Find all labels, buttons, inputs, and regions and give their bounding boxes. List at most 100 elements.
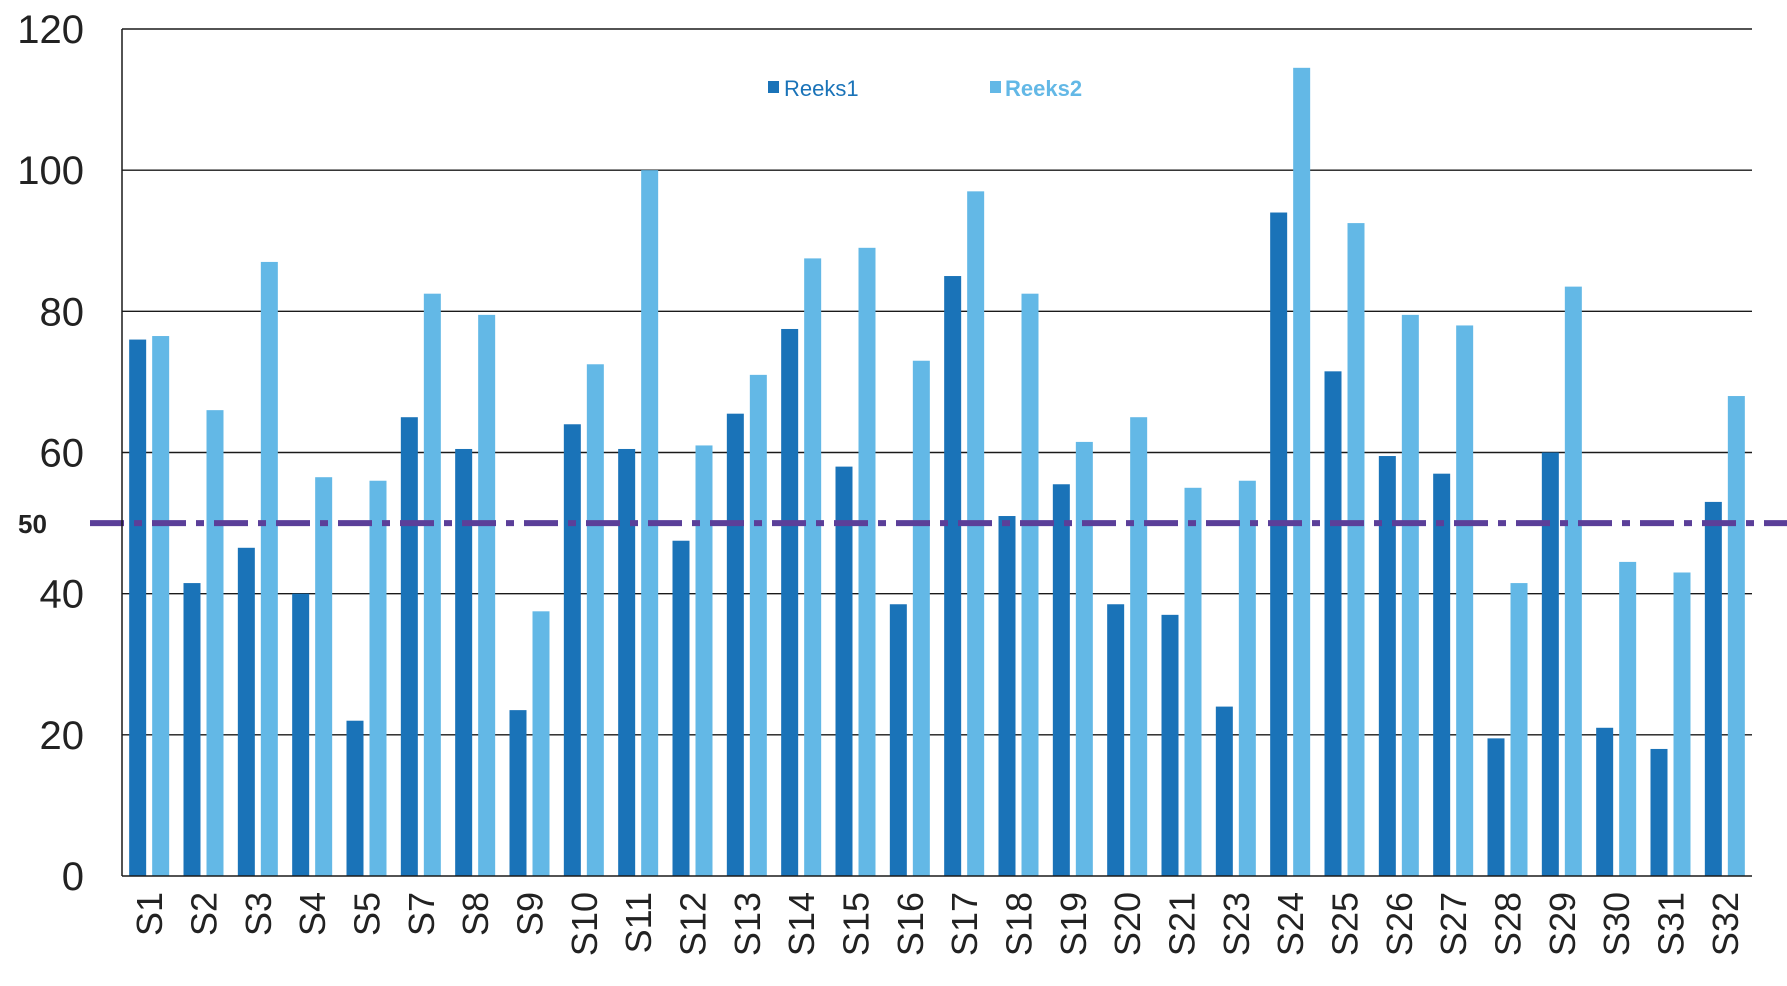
x-tick-label-s27: S27	[1433, 892, 1474, 956]
x-tick-label-s24: S24	[1270, 892, 1311, 956]
legend-label-reeks1: Reeks1	[784, 76, 859, 101]
y-tick-label-40: 40	[40, 573, 85, 617]
bar-reeks1-s17	[944, 276, 962, 877]
bar-reeks1-s12	[672, 540, 690, 876]
y-tick-label-60: 60	[40, 432, 85, 476]
x-tick-label-s30: S30	[1596, 892, 1637, 956]
y-tick-label-80: 80	[40, 290, 85, 334]
y-tick-label-100: 100	[17, 149, 84, 193]
bar-reeks2-s10	[586, 364, 604, 876]
x-tick-label-s26: S26	[1379, 892, 1420, 956]
bar-reeks2-s8	[478, 314, 496, 876]
bar-reeks1-s7	[400, 417, 418, 876]
x-tick-label-s31: S31	[1651, 892, 1692, 956]
bar-reeks1-s21	[1161, 614, 1179, 876]
bar-reeks1-s29	[1541, 452, 1559, 876]
x-tick-label-s28: S28	[1488, 892, 1529, 956]
bar-reeks1-s3	[237, 547, 255, 876]
gridlines	[122, 28, 1752, 736]
bar-reeks2-s26	[1401, 314, 1419, 876]
bar-reeks2-s30	[1619, 561, 1637, 876]
legend-swatch-reeks2	[990, 81, 1001, 93]
y-tick-label-20: 20	[40, 714, 85, 758]
bar-reeks1-s11	[618, 448, 636, 876]
bar-reeks2-s27	[1456, 325, 1474, 876]
legend: Reeks1 Reeks2	[768, 76, 1082, 101]
x-tick-label-s13: S13	[727, 892, 768, 956]
bar-reeks1-s32	[1704, 501, 1722, 876]
bar-reeks2-s14	[804, 258, 822, 876]
bar-reeks2-s24	[1293, 67, 1311, 877]
bar-reeks2-s31	[1673, 572, 1691, 876]
x-tick-label-s16: S16	[890, 892, 931, 956]
x-tick-label-s9: S9	[510, 892, 551, 936]
x-tick-label-s5: S5	[347, 892, 388, 936]
bar-reeks1-s15	[835, 466, 853, 876]
x-tick-label-s11: S11	[618, 892, 659, 953]
bar-reeks1-s25	[1324, 371, 1342, 876]
bar-reeks1-s20	[1107, 604, 1125, 876]
bar-reeks1-s30	[1596, 727, 1614, 876]
bar-reeks2-s32	[1727, 396, 1745, 876]
x-tick-label-s12: S12	[673, 892, 714, 956]
x-tick-label-s14: S14	[781, 892, 822, 956]
bar-reeks2-s21	[1184, 487, 1202, 876]
bar-reeks2-s20	[1130, 417, 1148, 876]
x-tick-label-s4: S4	[292, 892, 333, 936]
bar-reeks1-s8	[455, 448, 473, 876]
bars	[129, 67, 1745, 877]
x-tick-label-s2: S2	[184, 892, 225, 936]
x-tick-label-s23: S23	[1216, 892, 1257, 956]
bar-reeks1-s19	[1052, 484, 1070, 876]
bar-reeks2-s16	[912, 360, 930, 876]
bar-reeks2-s28	[1510, 583, 1528, 876]
y-tick-label-0: 0	[62, 855, 84, 899]
bar-reeks2-s4	[315, 477, 333, 876]
bar-reeks1-s23	[1215, 706, 1233, 876]
x-tick-label-s7: S7	[401, 892, 442, 936]
x-tick-label-s20: S20	[1107, 892, 1148, 956]
bar-reeks1-s13	[726, 413, 744, 876]
bar-reeks2-s25	[1347, 223, 1365, 876]
bar-reeks2-s15	[858, 247, 876, 876]
x-tick-label-s10: S10	[564, 892, 605, 956]
x-tick-label-s15: S15	[836, 892, 877, 956]
bar-reeks2-s9	[532, 611, 550, 876]
x-tick-label-s3: S3	[238, 892, 279, 936]
bar-reeks1-s16	[889, 604, 907, 876]
x-tick-label-s25: S25	[1325, 892, 1366, 956]
bar-reeks2-s29	[1564, 286, 1582, 877]
bar-reeks2-s1	[152, 336, 170, 877]
bar-reeks2-s23	[1238, 480, 1256, 876]
bar-reeks2-s7	[423, 293, 441, 876]
x-tick-label-s21: S21	[1162, 892, 1203, 956]
axes: 0 20 40 60 80 100 120 S1 S2 S3 S4 S5 S7 S8 S9 S10 S11 S12…	[17, 8, 1752, 956]
bar-reeks1-s27	[1433, 473, 1451, 876]
bar-reeks1-s4	[292, 593, 310, 876]
bar-reeks1-s24	[1270, 212, 1288, 876]
x-tick-label-s18: S18	[999, 892, 1040, 956]
bar-reeks1-s31	[1650, 748, 1668, 876]
x-tick-label-s17: S17	[944, 892, 985, 956]
bar-reeks2-s13	[749, 374, 767, 876]
x-tick-label-s8: S8	[455, 892, 496, 936]
bar-reeks1-s28	[1487, 738, 1505, 876]
bar-reeks1-s10	[563, 424, 581, 876]
bar-reeks1-s2	[183, 583, 201, 876]
x-tick-label-s32: S32	[1705, 892, 1746, 956]
reference-line-label: 50	[18, 509, 47, 539]
legend-label-reeks2: Reeks2	[1005, 76, 1082, 101]
bar-reeks1-s5	[346, 720, 364, 876]
bar-reeks2-s18	[1021, 293, 1039, 876]
x-tick-label-s19: S19	[1053, 892, 1094, 956]
bar-reeks2-s12	[695, 445, 713, 876]
y-tick-label-120: 120	[17, 8, 84, 52]
bar-reeks2-s19	[1075, 441, 1093, 876]
bar-reeks2-s3	[260, 261, 278, 876]
bar-reeks2-s5	[369, 480, 387, 876]
bar-reeks2-s2	[206, 410, 224, 876]
x-tick-label-s29: S29	[1542, 892, 1583, 956]
bar-reeks1-s26	[1378, 456, 1396, 876]
x-tick-label-s1: S1	[129, 892, 170, 936]
